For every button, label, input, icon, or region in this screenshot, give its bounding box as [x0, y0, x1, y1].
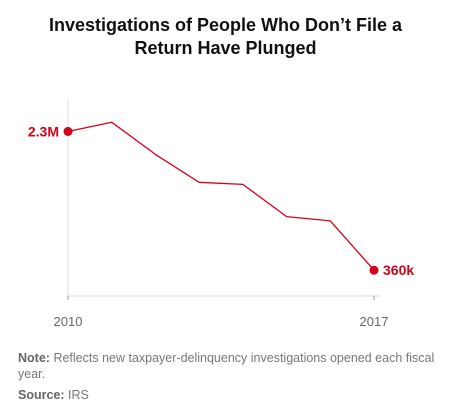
series-line-0	[67, 121, 375, 271]
chart-title-line-2: Return Have Plunged	[134, 38, 317, 58]
value-label-2010: 2.3M	[28, 123, 59, 139]
chart-title-line-1: Investigations of People Who Don’t File …	[48, 15, 403, 35]
source-line: Source: IRS	[18, 387, 438, 403]
chart-notes: Note: Reflects new taxpayer-delinquency …	[18, 350, 438, 403]
chart-title: Investigations of People Who Don’t File …	[0, 14, 451, 60]
note-line: Note: Reflects new taxpayer-delinquency …	[18, 350, 438, 382]
note-text: Reflects new taxpayer-delinquency invest…	[18, 351, 435, 381]
note-label: Note:	[18, 351, 50, 365]
end-marker-2017	[369, 265, 379, 275]
source-label: Source:	[18, 388, 65, 402]
x-tick-label-2010: 2010	[54, 314, 83, 329]
source-text: IRS	[68, 388, 89, 402]
value-label-2017: 360k	[383, 262, 414, 278]
end-marker-2010	[63, 126, 73, 136]
x-tick-label-2017: 2017	[360, 314, 389, 329]
